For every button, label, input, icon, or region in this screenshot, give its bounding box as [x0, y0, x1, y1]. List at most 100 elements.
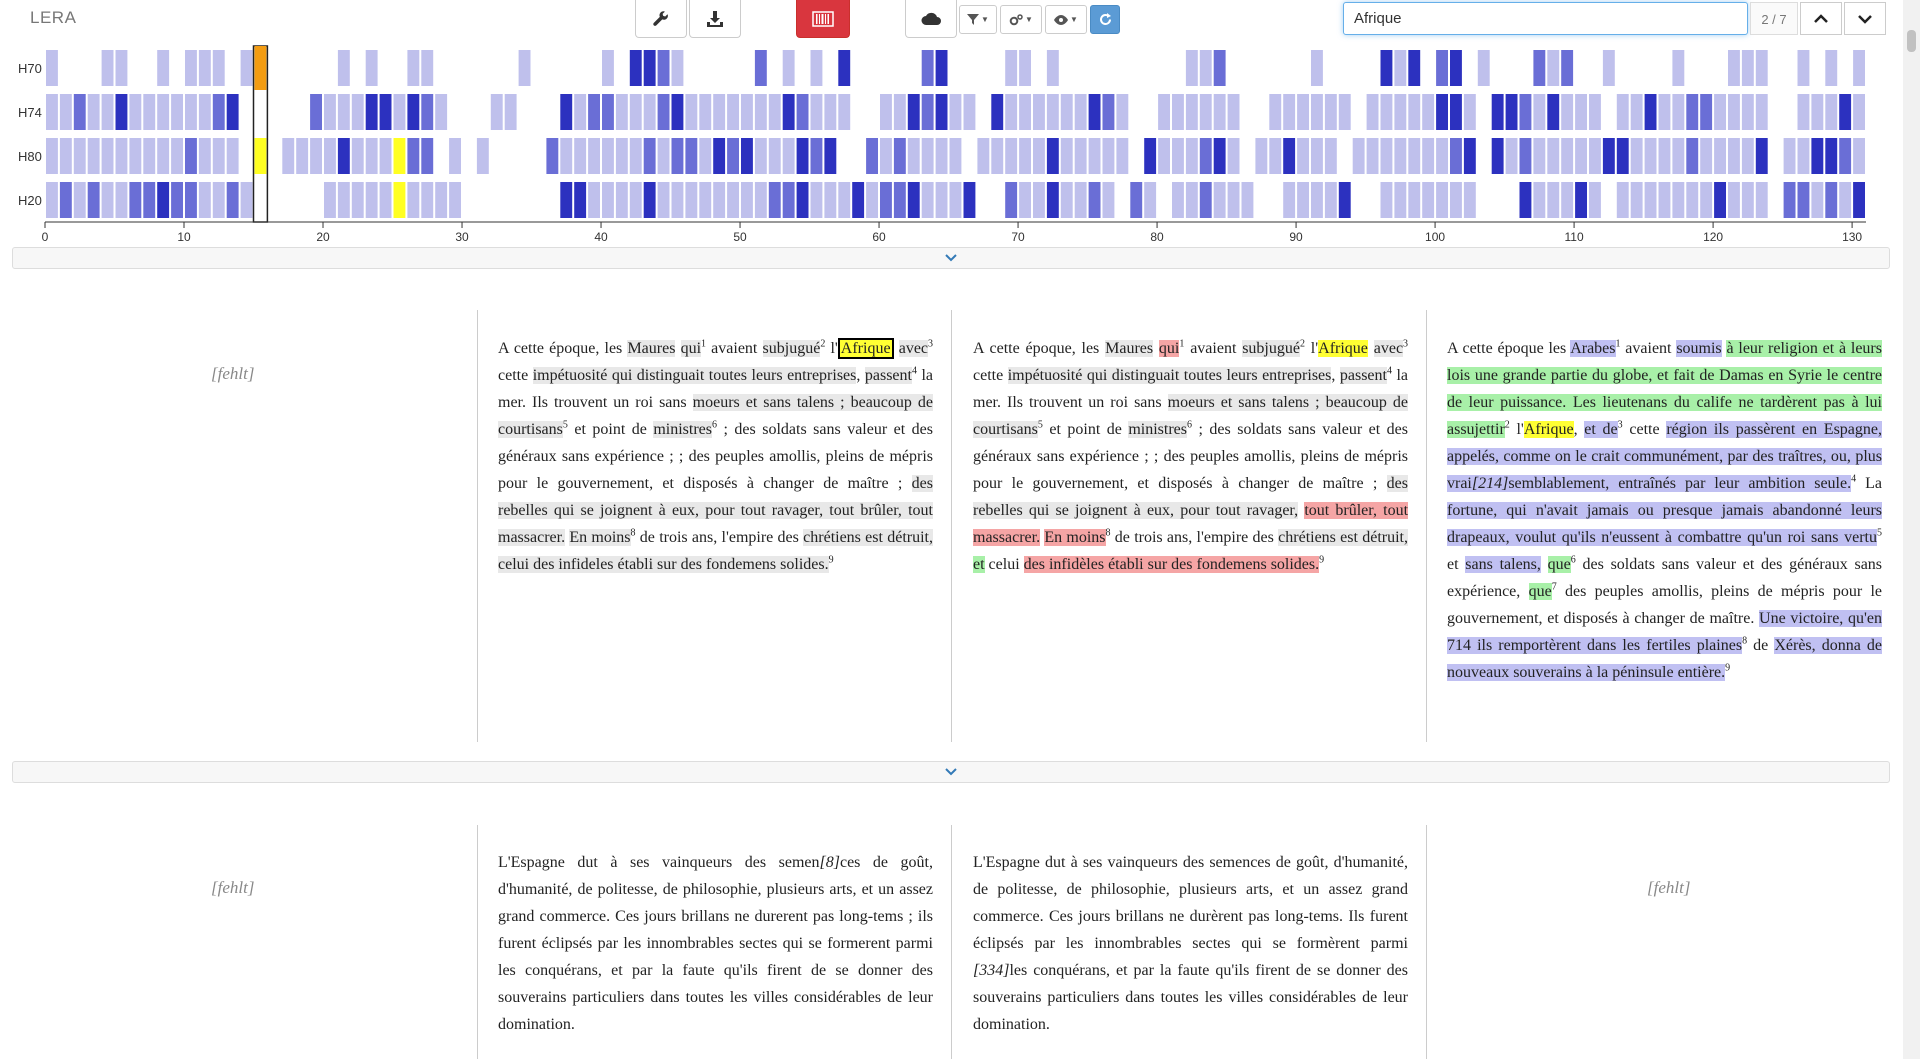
heatmap-cell[interactable] — [852, 182, 865, 218]
heatmap-cell[interactable] — [838, 94, 851, 130]
heatmap-cell[interactable] — [1589, 138, 1601, 174]
heatmap-cell[interactable] — [1616, 182, 1629, 218]
heatmap-cell[interactable] — [1088, 138, 1101, 174]
heatmap-cell[interactable] — [629, 182, 642, 218]
heatmap-cell[interactable] — [1547, 50, 1560, 86]
heatmap-cell[interactable] — [1853, 182, 1865, 218]
heatmap-cell[interactable] — [1839, 94, 1852, 130]
heatmap-cell[interactable] — [810, 50, 823, 86]
heatmap-cell[interactable] — [824, 94, 837, 130]
heatmap-cell[interactable] — [1672, 94, 1685, 130]
heatmap-cell[interactable] — [143, 138, 156, 174]
heatmap-cell[interactable] — [588, 182, 600, 218]
heatmap-cell[interactable] — [185, 138, 197, 174]
heatmap-cell[interactable] — [435, 94, 448, 130]
heatmap-cell[interactable] — [1060, 94, 1073, 130]
heatmap-cell[interactable] — [1324, 182, 1337, 218]
heatmap-cell[interactable] — [880, 138, 892, 174]
heatmap-cell[interactable] — [782, 182, 795, 218]
heatmap-cell[interactable] — [1561, 182, 1574, 218]
heatmap-cell[interactable] — [921, 50, 934, 86]
heatmap-cell[interactable] — [1213, 182, 1226, 218]
heatmap-cell[interactable] — [1700, 94, 1713, 130]
heatmap-cell[interactable] — [935, 182, 948, 218]
heatmap-cell[interactable] — [1311, 138, 1323, 174]
heatmap-cell[interactable] — [518, 50, 531, 86]
heatmap-cell[interactable] — [115, 138, 128, 174]
heatmap-cell[interactable] — [685, 94, 698, 130]
heatmap-cell[interactable] — [1728, 50, 1740, 86]
heatmap-cell[interactable] — [1380, 50, 1393, 86]
heatmap-cell[interactable] — [365, 94, 378, 130]
heatmap-cell[interactable] — [685, 138, 698, 174]
heatmap-cell[interactable] — [1533, 94, 1546, 130]
heatmap-cell[interactable] — [1505, 138, 1518, 174]
heatmap-cell[interactable] — [1185, 182, 1198, 218]
heatmap-cell[interactable] — [337, 138, 350, 174]
heatmap-cell[interactable] — [1158, 94, 1170, 130]
heatmap-cell[interactable] — [1575, 182, 1587, 218]
heatmap-cell[interactable] — [365, 182, 378, 218]
heatmap-cell[interactable] — [1505, 94, 1518, 130]
heatmap-cell[interactable] — [1046, 182, 1059, 218]
heatmap-cell[interactable] — [324, 94, 336, 130]
heatmap-cell[interactable] — [643, 138, 656, 174]
heatmap-cell[interactable] — [407, 182, 420, 218]
heatmap-cell[interactable] — [1491, 138, 1504, 174]
heatmap-cell[interactable] — [1450, 94, 1462, 130]
heatmap-cell[interactable] — [143, 94, 156, 130]
heatmap-cell[interactable] — [810, 182, 823, 218]
heatmap-cell[interactable] — [1019, 50, 1031, 86]
heatmap-cell[interactable] — [574, 182, 587, 218]
heatmap-cell[interactable] — [1602, 50, 1615, 86]
heatmap-cell[interactable] — [1811, 182, 1824, 218]
heatmap-cell[interactable] — [768, 138, 781, 174]
heatmap-cell[interactable] — [310, 138, 322, 174]
heatmap-cell[interactable] — [87, 182, 100, 218]
heatmap-cell[interactable] — [226, 182, 239, 218]
heatmap-cell[interactable] — [1533, 182, 1546, 218]
heatmap-cell[interactable] — [1714, 182, 1726, 218]
heatmap-cell[interactable] — [935, 94, 948, 130]
scrollbar-thumb[interactable] — [1907, 30, 1916, 52]
heatmap-cell[interactable] — [226, 138, 239, 174]
heatmap-cell[interactable] — [1005, 138, 1018, 174]
heatmap-cell[interactable] — [1755, 182, 1768, 218]
heatmap-cell[interactable] — [1005, 50, 1018, 86]
heatmap-cell[interactable] — [1102, 138, 1115, 174]
heatmap-cell[interactable] — [1144, 138, 1157, 174]
heatmap-cell[interactable] — [1199, 50, 1212, 86]
heatmap-cell[interactable] — [1366, 94, 1379, 130]
heatmap-cell[interactable] — [351, 138, 364, 174]
heatmap-cell[interactable] — [796, 182, 809, 218]
heatmap-cell[interactable] — [1380, 182, 1393, 218]
heatmap-cell[interactable] — [1019, 138, 1031, 174]
heatmap-cell[interactable] — [1408, 50, 1421, 86]
heatmap-cell[interactable] — [324, 138, 336, 174]
heatmap-cell[interactable] — [1394, 94, 1407, 130]
heatmap-cell[interactable] — [1102, 94, 1115, 130]
heatmap-cell[interactable] — [1172, 182, 1184, 218]
heatmap-cell[interactable] — [171, 182, 183, 218]
heatmap-cell[interactable] — [1046, 50, 1059, 86]
heatmap-cell[interactable] — [1130, 182, 1143, 218]
heatmap-cell[interactable] — [1533, 138, 1546, 174]
heatmap-cell[interactable] — [1019, 94, 1031, 130]
heatmap-cell[interactable] — [157, 94, 170, 130]
heatmap-cell[interactable] — [1227, 94, 1240, 130]
heatmap-cell[interactable] — [1783, 182, 1796, 218]
heatmap-cell[interactable] — [1811, 94, 1824, 130]
heatmap-cell[interactable] — [421, 94, 434, 130]
heatmap-cell[interactable] — [87, 138, 100, 174]
next-match-button[interactable] — [1844, 2, 1886, 35]
heatmap-cell[interactable] — [727, 138, 739, 174]
heatmap-cell[interactable] — [1213, 138, 1226, 174]
heatmap-cell[interactable] — [1519, 138, 1532, 174]
heatmap-cell[interactable] — [602, 94, 614, 130]
heatmap-cell[interactable] — [365, 138, 378, 174]
heatmap-cell[interactable] — [1116, 138, 1129, 174]
heatmap-cell[interactable] — [46, 50, 58, 86]
heatmap-cell[interactable] — [1700, 138, 1713, 174]
heatmap-cell[interactable] — [1589, 182, 1601, 218]
heatmap-cell[interactable] — [1714, 94, 1726, 130]
